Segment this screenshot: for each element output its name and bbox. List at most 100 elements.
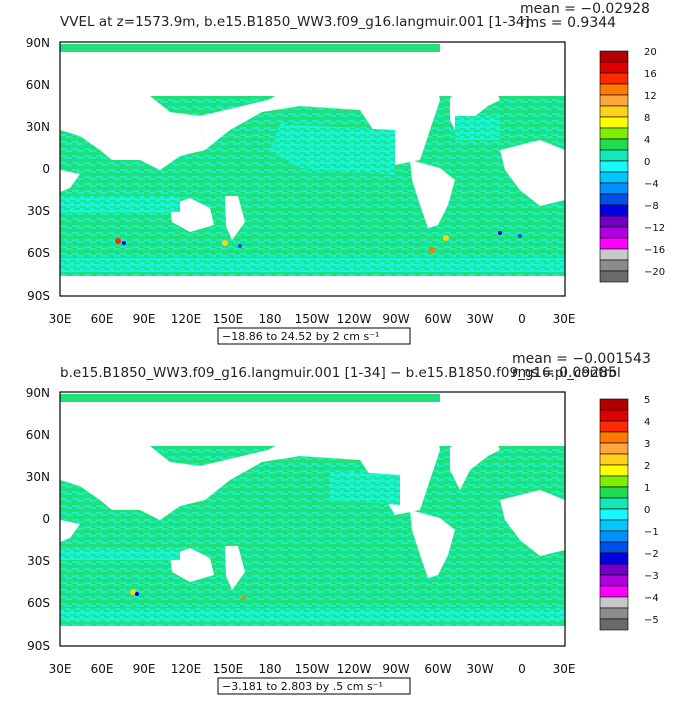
- panel-2-lon-label: 180: [259, 662, 282, 676]
- panel-1-lat-axis: 90N 60N 30N 0 30S 60S 90S: [26, 36, 50, 303]
- colorbar-swatch: [599, 563, 629, 576]
- panel-1-lon-label: 120E: [171, 312, 202, 326]
- panel-1-lat-label: 90S: [27, 289, 50, 303]
- colorbar-swatch: [599, 486, 629, 499]
- panel-2-range-text: −3.181 to 2.803 by .5 cm s⁻¹: [222, 680, 383, 693]
- colorbar-swatch: [599, 204, 629, 217]
- panel-2-lat-label: 60S: [27, 596, 50, 610]
- colorbar-label: −4: [644, 179, 659, 190]
- panel-2-lon-axis: 30E 60E 90E 120E 150E 180 150W 120W 90W …: [49, 662, 576, 676]
- colorbar-swatch: [599, 127, 629, 140]
- colorbar-swatch: [599, 596, 629, 609]
- colorbar-label: −5: [644, 615, 659, 626]
- panel-2-lon-label: 120W: [337, 662, 372, 676]
- panel-1-lat-label: 60S: [27, 246, 50, 260]
- colorbar-swatch: [599, 607, 629, 620]
- panel-1-lat-label: 0: [42, 162, 50, 176]
- colorbar-swatch: [599, 61, 629, 74]
- panel-1-lon-label: 0: [518, 312, 526, 326]
- panel-2-title: b.e15.B1850_WW3.f09_g16.langmuir.001 [1-…: [60, 365, 621, 381]
- colorbar-swatch: [599, 149, 629, 162]
- colorbar-swatch: [599, 431, 629, 444]
- colorbar-swatch: [599, 237, 629, 250]
- colorbar-label: 4: [644, 135, 650, 146]
- panel-1-lon-label: 30E: [49, 312, 72, 326]
- panel-1-lon-label: 150W: [295, 312, 330, 326]
- colorbar-swatch: [599, 270, 629, 283]
- panel-1-lon-label: 180: [259, 312, 282, 326]
- colorbar-swatch: [599, 193, 629, 206]
- panel-1-lon-label: 150E: [213, 312, 244, 326]
- panel-2-lon-label: 30E: [49, 662, 72, 676]
- panel-2-mean: mean = −0.001543: [512, 351, 651, 367]
- panel-1-lon-label: 60W: [424, 312, 451, 326]
- panel-1-lat-label: 60N: [26, 78, 50, 92]
- colorbar-label: 5: [644, 395, 650, 406]
- colorbar-label: −2: [644, 549, 659, 560]
- colorbar-swatch: [599, 519, 629, 532]
- colorbar-swatch: [599, 464, 629, 477]
- panel-1-colorbar: 20 16 12 8 4 0 −4 −8 −12 −16 −20: [599, 47, 665, 283]
- panel-2-frame: [59, 391, 566, 647]
- panel-1-lat-label: 30S: [27, 204, 50, 218]
- colorbar-label: 3: [644, 439, 650, 450]
- colorbar-swatch: [599, 215, 629, 228]
- colorbar-label: −16: [644, 245, 665, 256]
- colorbar-label: −4: [644, 593, 659, 604]
- panel-2: b.e15.B1850_WW3.f09_g16.langmuir.001 [1-…: [26, 351, 659, 695]
- panel-2-lat-label: 30N: [26, 470, 50, 484]
- panel-1-lon-label: 60E: [91, 312, 114, 326]
- colorbar-swatch: [599, 226, 629, 239]
- panel-2-lat-label: 90S: [27, 639, 50, 653]
- panel-2-lon-label: 30W: [466, 662, 493, 676]
- colorbar-swatch: [599, 420, 629, 433]
- colorbar-swatch: [599, 574, 629, 587]
- panel-1-lon-axis: 30E 60E 90E 120E 150E 180 150W 120W 90W …: [49, 312, 576, 326]
- panel-2-map: [59, 391, 566, 647]
- panel-1-lat-label: 90N: [26, 36, 50, 50]
- colorbar-swatch: [599, 398, 629, 411]
- panel-1-lat-label: 30N: [26, 120, 50, 134]
- colorbar-swatch: [599, 138, 629, 151]
- colorbar-swatch: [599, 94, 629, 107]
- panel-1-title: VVEL at z=1573.9m, b.e15.B1850_WW3.f09_g…: [60, 14, 530, 30]
- colorbar-label: −20: [644, 267, 665, 278]
- colorbar-swatch: [599, 453, 629, 466]
- colorbar-label: 4: [644, 417, 650, 428]
- colorbar-label: −1: [644, 527, 659, 538]
- panel-2-lat-axis: 90N 60N 30N 0 30S 60S 90S: [26, 386, 50, 653]
- colorbar-label: 12: [644, 91, 657, 102]
- panel-1: VVEL at z=1573.9m, b.e15.B1850_WW3.f09_g…: [26, 1, 665, 345]
- panel-1-range-text: −18.86 to 24.52 by 2 cm s⁻¹: [222, 330, 379, 343]
- panel-2-lon-label: 60E: [91, 662, 114, 676]
- colorbar-swatch: [599, 72, 629, 85]
- colorbar-label: −3: [644, 571, 659, 582]
- colorbar-swatch: [599, 409, 629, 422]
- panel-1-lon-label: 30W: [466, 312, 493, 326]
- colorbar-label: 1: [644, 483, 650, 494]
- panel-1-mean: mean = −0.02928: [520, 1, 650, 17]
- colorbar-label: −12: [644, 223, 665, 234]
- colorbar-label: 8: [644, 113, 650, 124]
- panel-2-lat-label: 30S: [27, 554, 50, 568]
- panel-2-rms: rms = 0.09285: [512, 365, 617, 381]
- panel-2-lat-label: 90N: [26, 386, 50, 400]
- colorbar-swatch: [599, 552, 629, 565]
- panel-1-range-box: −18.86 to 24.52 by 2 cm s⁻¹: [217, 327, 411, 345]
- colorbar-swatch: [599, 497, 629, 510]
- colorbar-swatch: [599, 105, 629, 118]
- panel-2-lon-label: 120E: [171, 662, 202, 676]
- panel-2-lon-label: 90W: [382, 662, 409, 676]
- panel-2-lon-label: 90E: [133, 662, 156, 676]
- colorbar-swatch: [599, 475, 629, 488]
- colorbar-swatch: [599, 248, 629, 261]
- panel-2-lon-label: 150W: [295, 662, 330, 676]
- colorbar-label: 0: [644, 157, 650, 168]
- panel-2-range-box: −3.181 to 2.803 by .5 cm s⁻¹: [217, 677, 411, 695]
- panel-2-lon-label: 60W: [424, 662, 451, 676]
- colorbar-swatch: [599, 618, 629, 631]
- panel-2-lon-label: 150E: [213, 662, 244, 676]
- panel-2-colorbar: 5 4 3 2 1 0 −1 −2 −3 −4 −5: [599, 395, 659, 631]
- colorbar-swatch: [599, 541, 629, 554]
